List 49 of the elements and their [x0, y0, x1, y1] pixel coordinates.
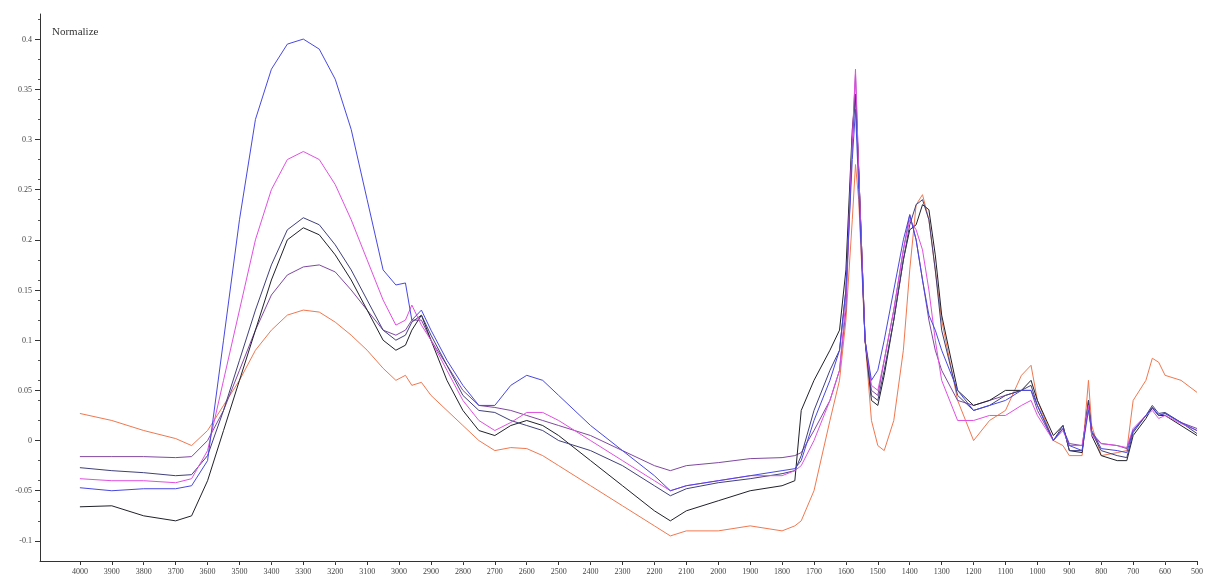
x-tick-label: 1800: [774, 566, 791, 576]
y-tick-label: 0.3: [22, 134, 32, 144]
x-tick-label: 600: [1159, 566, 1172, 576]
x-tick-label: 1100: [997, 566, 1014, 576]
x-tick-label: 500: [1191, 566, 1203, 576]
x-tick-label: 3600: [199, 566, 216, 576]
y-tick-label: 0.1: [22, 335, 32, 345]
y-tick-label: -0.05: [15, 486, 32, 496]
x-tick-label: 700: [1127, 566, 1140, 576]
x-tick-label: 3700: [167, 566, 184, 576]
x-tick-label: 3000: [391, 566, 408, 576]
y-tick-label: 0.4: [22, 34, 32, 44]
x-tick-label: 3300: [295, 566, 312, 576]
x-tick-label: 2000: [710, 566, 727, 576]
y-tick-label: 0.15: [18, 285, 32, 295]
y-tick-label: 0: [28, 436, 32, 446]
x-tick-label: 4000: [71, 566, 88, 576]
x-tick-label: 3200: [327, 566, 344, 576]
x-tick-label: 1200: [965, 566, 982, 576]
x-tick-label: 2200: [646, 566, 663, 576]
x-tick-label: 2400: [582, 566, 599, 576]
y-axis-title: Normalize: [52, 24, 99, 37]
y-tick-label: -0.1: [19, 536, 32, 546]
y-tick-label: 0.35: [18, 84, 32, 94]
x-tick-label: 1000: [1029, 566, 1046, 576]
x-tick-label: 2600: [518, 566, 535, 576]
x-tick-label: 1700: [805, 566, 822, 576]
x-tick-label: 2100: [678, 566, 695, 576]
y-tick-label: 0.2: [22, 235, 32, 245]
x-tick-label: 3500: [231, 566, 248, 576]
x-tick-label: 2900: [422, 566, 439, 576]
x-tick-label: 800: [1095, 566, 1108, 576]
x-tick-label: 2300: [614, 566, 631, 576]
x-tick-label: 2500: [550, 566, 567, 576]
x-tick-label: 2700: [486, 566, 503, 576]
x-tick-label: 1500: [869, 566, 886, 576]
x-tick-label: 1600: [837, 566, 854, 576]
line-series: [79, 164, 1198, 537]
x-tick-label: 3400: [263, 566, 280, 576]
x-tick-label: 1400: [901, 566, 918, 576]
x-tick-label: 1300: [933, 566, 950, 576]
x-tick-label: 3900: [103, 566, 120, 576]
x-tick-label: 3100: [359, 566, 376, 576]
y-tick-label: 0.05: [18, 385, 32, 395]
x-tick-label: 2800: [454, 566, 471, 576]
x-tick-label: 1900: [742, 566, 759, 576]
y-tick-label: 0.25: [18, 185, 32, 195]
x-tick-label: 3800: [135, 566, 152, 576]
x-tick-label: 900: [1063, 566, 1076, 576]
